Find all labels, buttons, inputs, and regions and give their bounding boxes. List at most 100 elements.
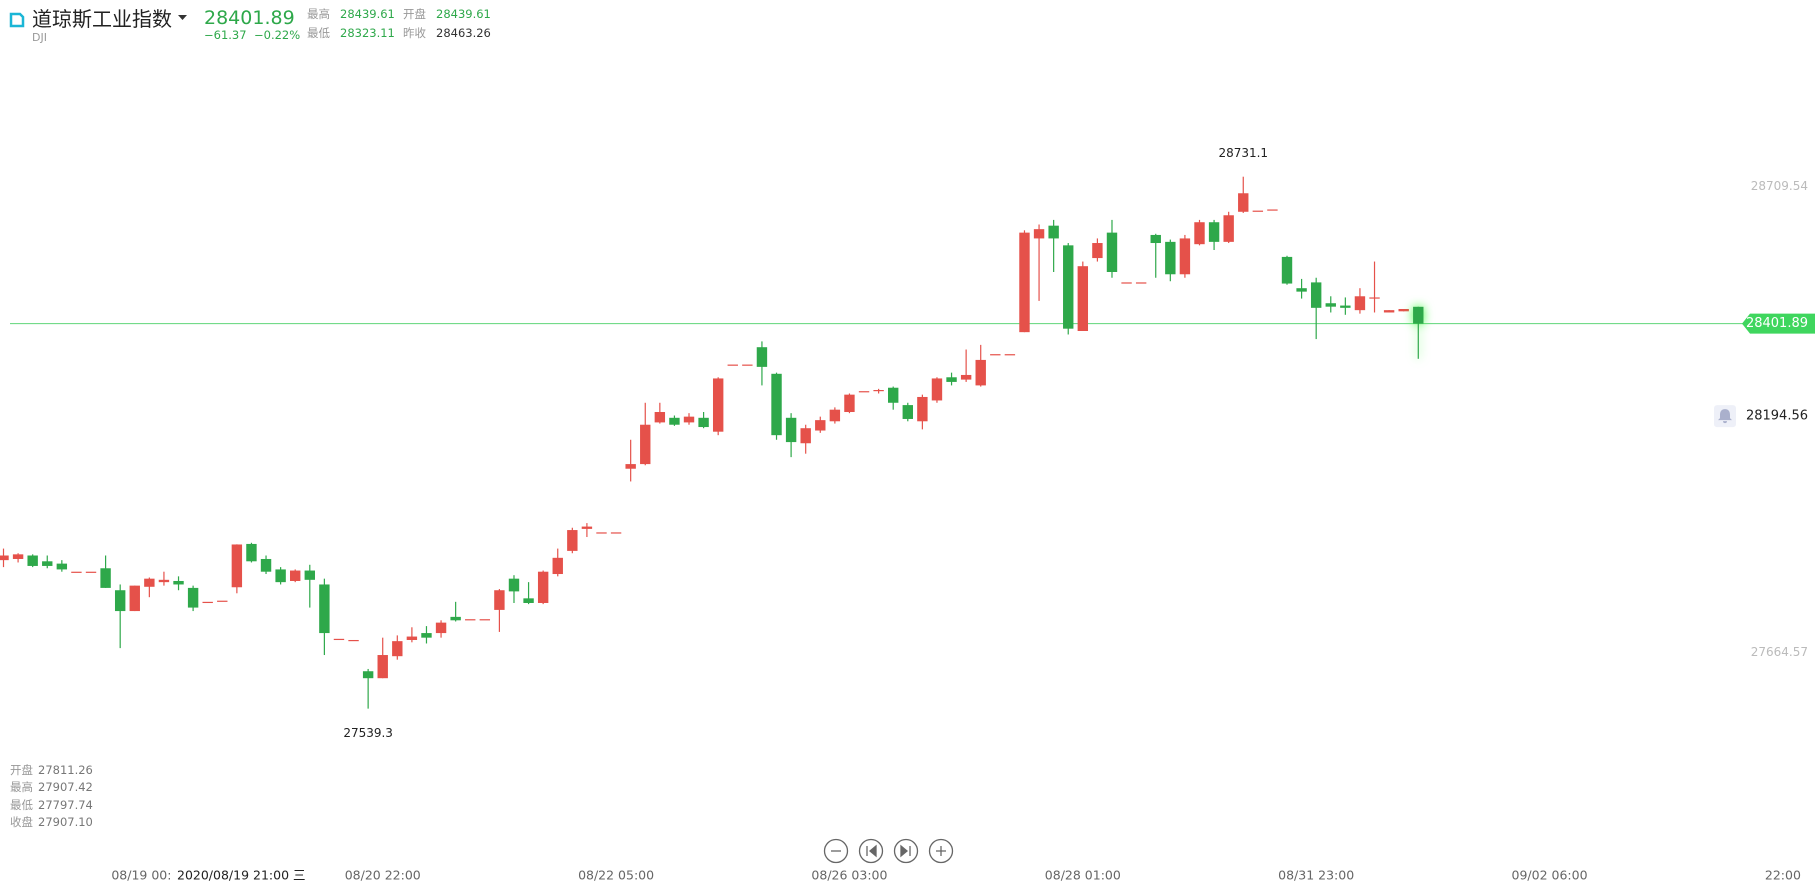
candle (888, 386, 899, 410)
candle (1208, 219, 1220, 250)
hover-value: 27907.10 (38, 814, 93, 829)
candle-body (494, 590, 505, 610)
x-tick-label: 08/19 00:00 (111, 868, 187, 883)
price-tag-label: 28401.89 (1746, 316, 1808, 331)
stat-value: 28439.61 (436, 7, 491, 21)
candle (873, 388, 884, 394)
candle-body (158, 579, 170, 583)
candle-body (1048, 225, 1059, 239)
candle (231, 544, 243, 594)
candle-body (173, 580, 184, 585)
candle-body (1325, 303, 1336, 307)
candle (1077, 261, 1089, 331)
candle (1150, 233, 1161, 278)
candle (56, 560, 68, 572)
candle (392, 635, 403, 660)
high-annotation: 28731.1 (1218, 146, 1268, 160)
candle-body (260, 558, 272, 572)
candle (12, 553, 24, 563)
candle-body (1354, 296, 1366, 311)
candle (246, 542, 257, 563)
candle-body (771, 373, 782, 436)
candle-body (1413, 306, 1424, 324)
candle (567, 527, 578, 554)
stat-value: 28439.61 (340, 7, 395, 21)
candle-body (114, 590, 126, 612)
candle (362, 668, 374, 709)
candle (990, 354, 1001, 356)
stat-label: 最低 (307, 26, 330, 40)
hover-label: 开盘 (10, 763, 33, 777)
candle-body (975, 359, 986, 386)
candle (319, 578, 330, 656)
candle-body (1281, 256, 1293, 284)
candle (537, 570, 549, 605)
candle-body (1165, 241, 1176, 275)
candle-body (567, 530, 578, 551)
candle-body (1208, 222, 1220, 242)
candle (596, 532, 607, 534)
candle (71, 571, 82, 573)
candle-body (640, 424, 651, 465)
candle (465, 619, 476, 621)
candle-body (552, 557, 563, 575)
stat-label: 最高 (307, 7, 330, 21)
stat-label: 开盘 (403, 7, 426, 21)
candle (114, 584, 126, 649)
x-tick-label: 09/02 06:00 (1512, 868, 1588, 883)
next-button[interactable] (893, 838, 919, 864)
candle (290, 569, 301, 583)
prev-icon (866, 844, 877, 858)
candle-body (1135, 282, 1147, 284)
alert-price: 28194.56 (1746, 409, 1808, 424)
candle-body (362, 671, 374, 679)
candle (173, 576, 184, 591)
candle-body (202, 601, 213, 604)
candle-body (1150, 234, 1161, 244)
candle (1179, 234, 1191, 278)
candle-body (1223, 215, 1234, 242)
hover-value: 27797.74 (38, 797, 93, 812)
candle-body (800, 428, 811, 444)
candle-body (12, 554, 24, 559)
candle-body (421, 633, 432, 638)
dropdown-arrow[interactable] (178, 15, 187, 20)
candle-body (129, 585, 140, 612)
candle (1369, 261, 1380, 313)
candle (581, 523, 593, 538)
candle (917, 394, 928, 430)
candle (946, 372, 957, 386)
candle-body (669, 417, 680, 425)
candle-body (1398, 308, 1409, 312)
candle (187, 585, 199, 612)
zoom-out-button[interactable] (823, 838, 849, 864)
low-annotation: 27539.3 (343, 726, 393, 740)
candle-body (71, 571, 82, 573)
next-icon (900, 844, 911, 858)
candle-body (1252, 210, 1264, 212)
candle (1354, 288, 1366, 314)
candle-body (625, 464, 636, 469)
candle-body (377, 655, 388, 679)
candle-body (712, 378, 724, 432)
candle-body (1063, 245, 1074, 329)
change-pct: −0.22% (254, 28, 301, 42)
candle (815, 416, 826, 433)
candle (610, 532, 622, 534)
candle (829, 407, 841, 424)
candle (858, 391, 870, 393)
candle (508, 575, 520, 603)
candle-body (596, 532, 607, 534)
zoom-in-button[interactable] (928, 838, 954, 864)
candle (552, 548, 563, 577)
candle-body (917, 396, 928, 422)
candle (129, 585, 140, 612)
alert-bell (1718, 409, 1732, 424)
candle-body (654, 412, 666, 423)
prev-button[interactable] (858, 838, 884, 864)
stat-value: 28463.26 (436, 26, 491, 40)
candle (844, 393, 855, 414)
candle (42, 555, 53, 569)
hover-label: 收盘 (10, 814, 33, 829)
candle (1106, 219, 1118, 278)
